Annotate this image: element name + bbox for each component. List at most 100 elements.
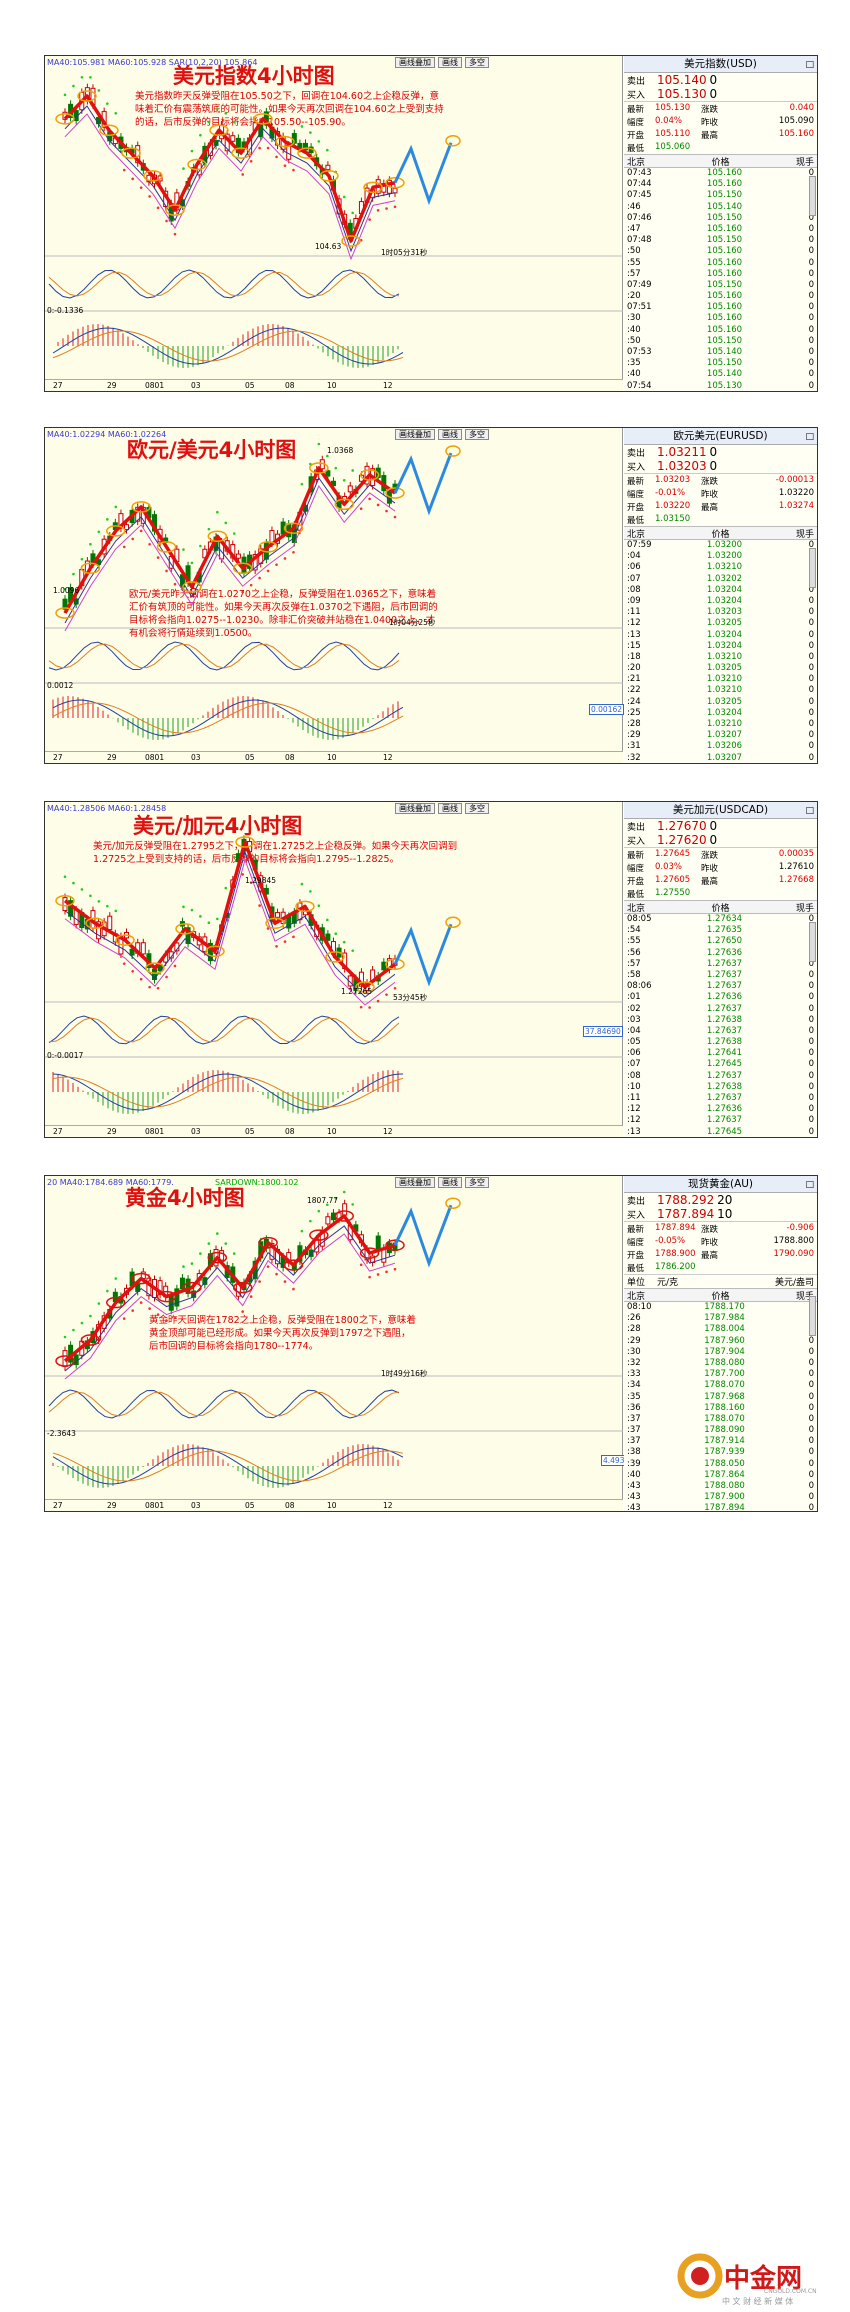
long-short-button[interactable]: 多空 <box>465 1177 489 1188</box>
gold-chart-title: 黄金4小时图 <box>125 1186 245 1210</box>
draw-overlay-button[interactable]: 画线叠加 <box>395 429 435 440</box>
quote-title: 欧元美元(EURUSD) □ <box>624 428 817 445</box>
sell-price: 105.140 <box>657 73 707 87</box>
sar-dot <box>89 1314 92 1318</box>
sell-row: 卖出 1.27670 0 <box>627 819 718 833</box>
draw-overlay-button[interactable]: 画线叠加 <box>395 1177 435 1188</box>
tick-row: :06 1.27641 0 <box>627 1048 814 1059</box>
gold-note: 黄金昨天回调在1782之上企稳，反弹受阻在1800之下，意味着黄金顶部可能已经形… <box>149 1315 416 1352</box>
quote-title: 现货黄金(AU) □ <box>624 1176 817 1193</box>
sar-dot <box>300 882 304 886</box>
eurusd-x-axis: 27 29 0801 03 05 08 10 12 <box>45 751 623 763</box>
sar-dot <box>317 1209 321 1213</box>
gold-panel: 20 MA40:1784.689 MA60:1779. SARDOWN:1800… <box>44 1175 818 1513</box>
tick-row: :43 1788.080 0 <box>627 1481 814 1491</box>
turning-point-marker <box>106 525 126 537</box>
sar-dot <box>393 1267 397 1271</box>
long-short-button[interactable]: 多空 <box>465 803 489 814</box>
long-short-button[interactable]: 多空 <box>465 429 489 440</box>
tick-row: :57 105.160 0 <box>627 268 814 279</box>
sar-dot <box>385 509 388 513</box>
panel-close-icon[interactable]: □ <box>805 60 814 70</box>
buy-row: 买入 1.03203 0 <box>627 459 718 473</box>
unit-alt-option[interactable]: 美元/盎司 <box>774 1278 814 1288</box>
candle <box>168 1295 174 1311</box>
sar-dot <box>258 1280 261 1283</box>
candle <box>185 927 191 944</box>
usdcad-macd-label: 0:-0.0017 <box>47 1051 84 1060</box>
tick-row: :32 1.03207 0 <box>627 752 814 763</box>
buy-price: 1787.894 <box>657 1207 715 1221</box>
price-path-line <box>63 840 397 989</box>
tick-row: :11 1.27637 0 <box>627 1093 814 1103</box>
turning-point-marker <box>80 562 101 574</box>
turning-point-marker <box>207 530 228 542</box>
sar-dot <box>376 503 380 507</box>
sar-dot <box>241 873 244 876</box>
candle <box>325 164 331 171</box>
sell-row: 卖出 105.140 0 <box>627 73 718 87</box>
turning-point-marker <box>85 917 105 929</box>
candle <box>347 485 353 493</box>
x-tick-label: 05 <box>245 381 255 390</box>
sar-dot <box>97 1302 101 1305</box>
sar-dot <box>300 1229 304 1233</box>
sar-dot <box>342 1190 346 1194</box>
usdcad-x-axis: 27 29 0801 03 05 08 10 12 <box>45 1125 623 1137</box>
turning-point-marker <box>182 1281 202 1294</box>
long-short-button[interactable]: 多空 <box>465 57 489 68</box>
sar-dot <box>148 985 151 989</box>
x-tick-label: 05 <box>245 1127 255 1136</box>
turning-point-marker <box>175 923 195 935</box>
sar-dot <box>156 986 160 990</box>
x-tick-label: 27 <box>53 1501 63 1510</box>
turning-point-marker <box>275 135 295 148</box>
tick-row: :551.276500 <box>627 936 814 947</box>
sar-dot <box>309 131 312 134</box>
turning-point-marker <box>182 581 202 593</box>
tick-row: :35 105.150 0 <box>627 358 814 369</box>
x-tick-label: 12 <box>383 1501 393 1510</box>
turning-point-marker <box>253 113 273 125</box>
draw-button[interactable]: 画线 <box>438 1177 462 1188</box>
draw-overlay-button[interactable]: 画线叠加 <box>395 803 435 814</box>
tick-scrollbar[interactable] <box>809 922 816 962</box>
x-tick-label: 29 <box>107 1501 117 1510</box>
price-path-line <box>63 466 397 614</box>
sar-dot <box>292 550 295 554</box>
sar-dot <box>190 561 194 565</box>
tick-row: 07:46 105.150 0 <box>627 212 814 223</box>
sar-dot <box>300 482 304 486</box>
candle <box>235 553 241 559</box>
usd-index-panel: MA40:105.981 MA60:105.928 SAR(10,2,20) 1… <box>44 55 818 392</box>
sar-dot <box>241 1310 244 1313</box>
tick-row: 08:05 1.27634 0 <box>627 914 814 924</box>
panel-close-icon[interactable]: □ <box>805 806 814 816</box>
draw-button[interactable]: 画线 <box>438 429 462 440</box>
sar-dot <box>216 917 219 921</box>
draw-button[interactable]: 画线 <box>438 57 462 68</box>
x-tick-label: 10 <box>327 1127 337 1136</box>
tick-scrollbar[interactable] <box>809 176 816 216</box>
turning-point-marker <box>295 900 315 913</box>
panel-close-icon[interactable]: □ <box>805 1180 814 1190</box>
sar-dot <box>359 507 363 511</box>
sar-dot <box>224 521 228 525</box>
tick-scrollbar[interactable] <box>809 1296 816 1336</box>
sar-dot <box>199 133 202 137</box>
tick-row: :37 1787.914 0 <box>627 1436 814 1447</box>
sar-dot <box>266 1265 270 1268</box>
tick-row: 07:59 1.03200 0 <box>627 540 814 550</box>
x-tick-label: 08 <box>285 1127 295 1136</box>
draw-button[interactable]: 画线 <box>438 803 462 814</box>
panel-close-icon[interactable]: □ <box>805 432 814 442</box>
unit-option[interactable]: 元/克 <box>657 1278 679 1288</box>
sar-dot <box>97 900 101 903</box>
oscillator-signal-line <box>48 1017 400 1043</box>
tick-scrollbar[interactable] <box>809 548 816 588</box>
ma60-line <box>64 113 396 261</box>
x-tick-label: 27 <box>53 381 63 390</box>
sar-dot <box>114 1277 118 1280</box>
draw-overlay-button[interactable]: 画线叠加 <box>395 57 435 68</box>
